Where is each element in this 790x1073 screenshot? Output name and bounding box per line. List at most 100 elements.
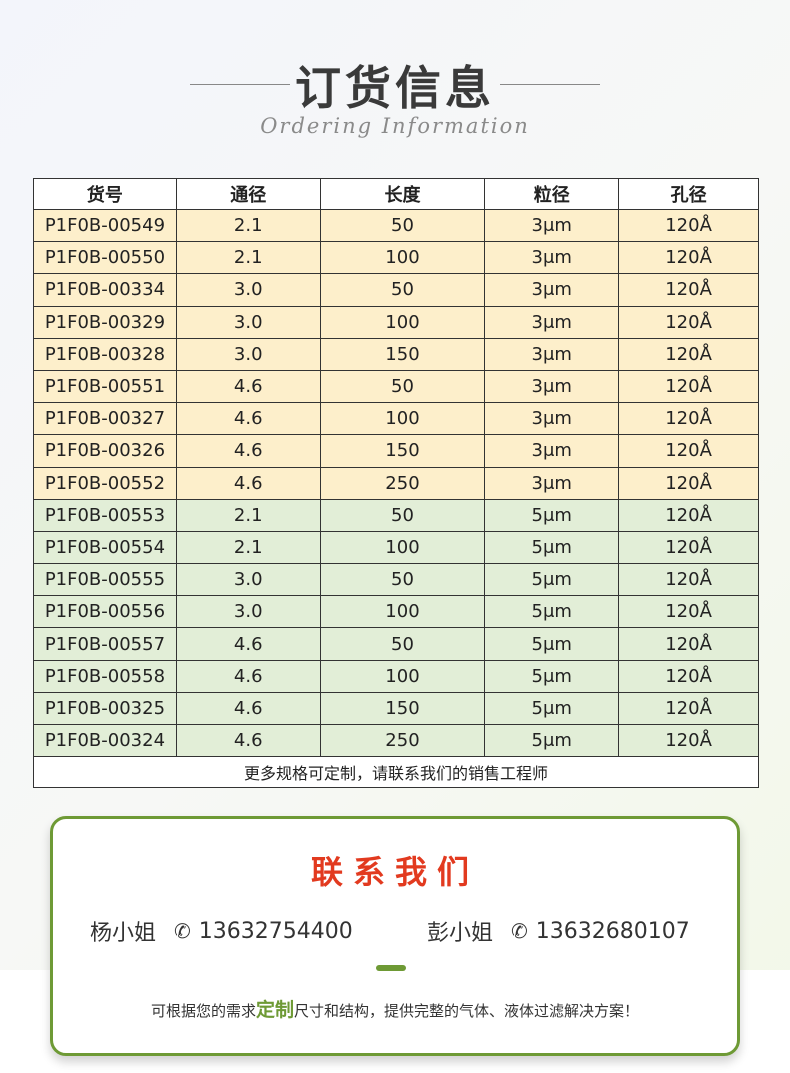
table-row: P1F0B-00325 4.6 150 5μm 120Å	[33, 691, 759, 726]
table-cell: 5μm	[484, 691, 620, 726]
table-cell: 120Å	[618, 627, 759, 661]
slogan: 可根据您的需求定制尺寸和结构，提供完整的气体、液体过滤解决方案！	[53, 995, 737, 1022]
contact-card: 联系我们 杨小姐 ✆ 13632754400 彭小姐 ✆ 13632680107…	[50, 816, 740, 1056]
table-cell: 3μm	[484, 369, 620, 404]
table-row: P1F0B-00552 4.6 250 3μm 120Å	[33, 466, 759, 500]
table-cell: 50	[319, 563, 486, 597]
table-note: 更多规格可定制，请联系我们的销售工程师	[33, 756, 759, 789]
table-cell: 50	[319, 273, 486, 307]
table-cell: 2.1	[175, 208, 321, 243]
table-row: P1F0B-00550 2.1 100 3μm 120Å	[33, 241, 759, 275]
table-cell: P1F0B-00558	[33, 659, 177, 693]
table-cell: 120Å	[618, 723, 759, 758]
table-cell: 50	[319, 627, 486, 661]
table-cell: P1F0B-00334	[33, 273, 177, 307]
table-cell: 120Å	[618, 305, 759, 339]
column-header: 粒径	[484, 178, 620, 210]
table-cell: 100	[319, 595, 486, 629]
table-cell: 2.1	[175, 498, 321, 532]
table-cell: P1F0B-00551	[33, 369, 177, 404]
table-cell: 5μm	[484, 530, 620, 565]
table-cell: 150	[319, 691, 486, 726]
table-cell: 50	[319, 208, 486, 243]
table-cell: 4.6	[175, 402, 321, 436]
contact-phone[interactable]: 13632680107	[535, 918, 690, 944]
table-cell: 5μm	[484, 563, 620, 597]
title-divider-left	[190, 84, 290, 85]
table-cell: 120Å	[618, 208, 759, 243]
table-cell: P1F0B-00553	[33, 498, 177, 532]
table-cell: 3μm	[484, 434, 620, 468]
table-row: P1F0B-00334 3.0 50 3μm 120Å	[33, 273, 759, 307]
table-cell: 100	[319, 241, 486, 275]
table-row: P1F0B-00551 4.6 50 3μm 120Å	[33, 369, 759, 404]
table-cell: 5μm	[484, 723, 620, 758]
table-cell: P1F0B-00327	[33, 402, 177, 436]
table-cell: 3μm	[484, 305, 620, 339]
table-cell: 120Å	[618, 369, 759, 404]
table-cell: 120Å	[618, 337, 759, 371]
table-cell: 250	[319, 466, 486, 500]
table-cell: 120Å	[618, 498, 759, 532]
table-row: P1F0B-00329 3.0 100 3μm 120Å	[33, 305, 759, 339]
table-cell: 120Å	[618, 273, 759, 307]
table-cell: 3μm	[484, 208, 620, 243]
slogan-text: 尺寸和结构，提供完整的气体、液体过滤解决方案！	[294, 1002, 640, 1020]
table-cell: 4.6	[175, 369, 321, 404]
table-row: P1F0B-00557 4.6 50 5μm 120Å	[33, 627, 759, 661]
accent-bar	[376, 965, 406, 971]
contact-name: 彭小姐	[427, 921, 494, 946]
slogan-highlight: 定制	[255, 999, 294, 1021]
table-cell: P1F0B-00555	[33, 563, 177, 597]
table-cell: 120Å	[618, 659, 759, 693]
table-row: P1F0B-00328 3.0 150 3μm 120Å	[33, 337, 759, 371]
contact-person: 彭小姐 ✆ 13632680107	[427, 915, 690, 947]
column-header: 货号	[33, 178, 177, 210]
table-cell: 3μm	[484, 466, 620, 500]
table-cell: 3μm	[484, 273, 620, 307]
table-cell: 4.6	[175, 691, 321, 726]
table-cell: P1F0B-00556	[33, 595, 177, 629]
table-cell: 50	[319, 498, 486, 532]
table-cell: 3μm	[484, 337, 620, 371]
column-header: 孔径	[618, 178, 759, 210]
table-cell: 3.0	[175, 305, 321, 339]
contact-person: 杨小姐 ✆ 13632754400	[90, 915, 353, 947]
table-cell: 2.1	[175, 530, 321, 565]
table-cell: P1F0B-00550	[33, 241, 177, 275]
table-cell: 100	[319, 530, 486, 565]
table-cell: P1F0B-00557	[33, 627, 177, 661]
table-cell: 50	[319, 369, 486, 404]
contact-phone[interactable]: 13632754400	[198, 918, 353, 944]
page-subtitle: Ordering Information	[260, 114, 530, 138]
ordering-table: 货号 通径 长度 粒径 孔径 P1F0B-00549 2.1 50 3μm 120Å P1F0B-…	[33, 178, 759, 789]
table-cell: 120Å	[618, 691, 759, 726]
table-cell: 120Å	[618, 595, 759, 629]
table-cell: 100	[319, 402, 486, 436]
table-cell: 4.6	[175, 659, 321, 693]
table-cell: 4.6	[175, 434, 321, 468]
phone-icon: ✆	[174, 919, 191, 943]
table-row: P1F0B-00555 3.0 50 5μm 120Å	[33, 563, 759, 597]
table-cell: P1F0B-00329	[33, 305, 177, 339]
table-cell: 5μm	[484, 627, 620, 661]
table-cell: 120Å	[618, 241, 759, 275]
column-header: 长度	[319, 178, 486, 210]
table-cell: 3μm	[484, 241, 620, 275]
table-cell: 120Å	[618, 434, 759, 468]
table-cell: P1F0B-00328	[33, 337, 177, 371]
table-cell: 5μm	[484, 498, 620, 532]
table-cell: 120Å	[618, 466, 759, 500]
table-cell: 120Å	[618, 402, 759, 436]
table-cell: 3.0	[175, 337, 321, 371]
table-cell: 150	[319, 337, 486, 371]
table-row: P1F0B-00549 2.1 50 3μm 120Å	[33, 208, 759, 243]
table-cell: 250	[319, 723, 486, 758]
table-cell: 3.0	[175, 595, 321, 629]
page-title: 订货信息	[295, 61, 495, 115]
table-row: P1F0B-00324 4.6 250 5μm 120Å	[33, 723, 759, 758]
table-cell: P1F0B-00326	[33, 434, 177, 468]
table-cell: 5μm	[484, 595, 620, 629]
table-row: P1F0B-00326 4.6 150 3μm 120Å	[33, 434, 759, 468]
table-cell: 3.0	[175, 273, 321, 307]
